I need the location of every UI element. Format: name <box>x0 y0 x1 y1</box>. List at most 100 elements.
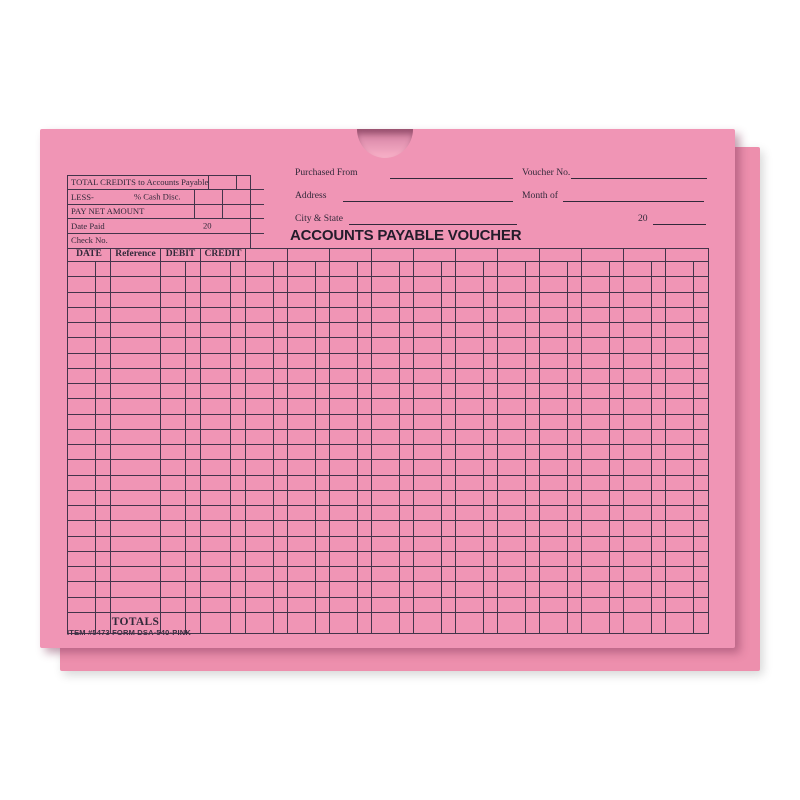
grid-cell <box>456 323 484 338</box>
grid-cell <box>666 536 694 551</box>
grid-cell <box>456 368 484 383</box>
grid-cell <box>372 445 400 460</box>
grid-cell <box>316 597 330 612</box>
grid-cell <box>610 323 624 338</box>
grid-cell <box>442 536 456 551</box>
grid-cell <box>161 338 186 353</box>
grid-cell <box>358 429 372 444</box>
grid-header-cell <box>666 249 708 261</box>
grid-cell <box>358 353 372 368</box>
grid-cell <box>274 338 288 353</box>
grid-cell <box>316 582 330 597</box>
grid-cell <box>358 445 372 460</box>
grid-cell <box>231 475 246 490</box>
grid-cell <box>186 460 201 475</box>
grid-body-row <box>68 551 708 567</box>
grid-cell <box>246 612 274 633</box>
grid-header-cell: Reference <box>111 249 161 261</box>
grid-cell <box>96 292 111 307</box>
grid-cell <box>498 277 526 292</box>
grid-cell <box>111 445 161 460</box>
grid-cell <box>610 399 624 414</box>
grid-cell <box>498 475 526 490</box>
credits-summary-box: TOTAL CREDITS to Accounts Payable LESS- … <box>67 175 265 249</box>
grid-cell <box>274 567 288 582</box>
grid-cell <box>246 323 274 338</box>
grid-cell <box>624 475 652 490</box>
grid-cell <box>498 521 526 536</box>
grid-body-row <box>68 338 708 354</box>
grid-cell <box>694 415 708 429</box>
grid-cell <box>540 307 568 322</box>
grid-cell <box>526 445 540 460</box>
grid-cell <box>526 521 540 536</box>
grid-cell <box>610 506 624 521</box>
grid-cell <box>568 582 582 597</box>
grid-cell <box>372 277 400 292</box>
grid-cell <box>694 308 708 322</box>
grid-cell <box>96 612 111 633</box>
grid-cell <box>288 521 316 536</box>
grid-cell <box>161 460 186 475</box>
grid-cell <box>201 307 231 322</box>
grid-cell <box>568 506 582 521</box>
grid-cell <box>582 612 610 633</box>
purchased-from-label: Purchased From <box>295 167 358 178</box>
grid-cell <box>456 429 484 444</box>
grid-cell <box>330 429 358 444</box>
grid-cell <box>694 445 708 459</box>
grid-cell <box>666 460 694 475</box>
grid-cell <box>316 262 330 277</box>
grid-cell <box>288 307 316 322</box>
grid-cell <box>568 368 582 383</box>
grid-cell <box>246 429 274 444</box>
grid-cell <box>161 414 186 429</box>
grid-cell <box>111 536 161 551</box>
grid-cell <box>358 551 372 566</box>
grid-cell <box>414 414 442 429</box>
grid-cell <box>568 567 582 582</box>
grid-cell <box>610 384 624 399</box>
grid-cell <box>694 506 708 520</box>
grid-cell <box>231 307 246 322</box>
total-credits-label: TOTAL CREDITS to Accounts Payable <box>71 177 209 188</box>
grid-cell <box>161 277 186 292</box>
grid-cell <box>372 368 400 383</box>
grid-cell <box>400 353 414 368</box>
grid-cell <box>666 445 694 460</box>
grid-cell <box>201 460 231 475</box>
grid-cell <box>231 490 246 505</box>
grid-cell <box>231 551 246 566</box>
grid-cell <box>201 414 231 429</box>
grid-cell <box>161 536 186 551</box>
check-no-row: Check No. <box>68 234 264 248</box>
grid-cell <box>231 414 246 429</box>
grid-cell <box>526 399 540 414</box>
grid-cell <box>186 582 201 597</box>
grid-cell <box>568 353 582 368</box>
grid-cell <box>316 551 330 566</box>
page-title: ACCOUNTS PAYABLE VOUCHER <box>290 227 522 244</box>
grid-cell <box>274 445 288 460</box>
grid-body-row <box>68 460 708 476</box>
grid-cell <box>624 506 652 521</box>
grid-cell <box>96 521 111 536</box>
grid-cell <box>274 292 288 307</box>
grid-cell <box>582 506 610 521</box>
grid-cell <box>456 292 484 307</box>
grid-cell <box>414 399 442 414</box>
grid-cell <box>288 262 316 277</box>
grid-cell <box>498 414 526 429</box>
grid-cell <box>526 460 540 475</box>
grid-cell <box>400 490 414 505</box>
grid-cell <box>694 262 708 276</box>
grid-cell <box>484 612 498 633</box>
grid-cell <box>666 307 694 322</box>
grid-cell <box>231 429 246 444</box>
grid-cell <box>694 277 708 291</box>
grid-cell <box>400 368 414 383</box>
grid-cell <box>624 460 652 475</box>
grid-cell <box>484 323 498 338</box>
year-line <box>653 224 706 225</box>
grid-cell <box>442 323 456 338</box>
